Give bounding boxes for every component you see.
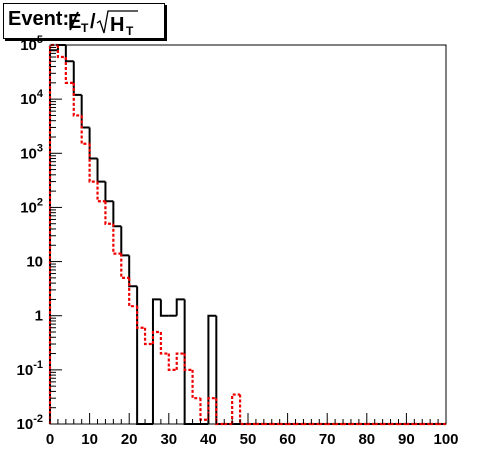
x-tick-label: 30 bbox=[160, 431, 177, 448]
title-sqrt-sign bbox=[96, 10, 138, 34]
histogram-bin bbox=[88, 143, 98, 183]
x-tick-label: 100 bbox=[433, 431, 458, 448]
histogram-bin bbox=[88, 127, 98, 160]
y-tick-label: 1 bbox=[35, 308, 43, 325]
chart-title: Event: bbox=[8, 8, 70, 30]
axis-layer: 0 10 20 30 40 50 60 70 80 90 100 10-2 10-1 1 10 102 103 1… bbox=[17, 34, 459, 448]
chart-title-math: E T / H T bbox=[68, 10, 138, 38]
histogram-bin bbox=[183, 353, 193, 371]
x-tick-label: 60 bbox=[279, 431, 296, 448]
x-tick-label: 10 bbox=[81, 431, 98, 448]
x-tick-label: 80 bbox=[358, 431, 375, 448]
histogram-bin bbox=[56, 45, 66, 59]
x-tick-label: 20 bbox=[121, 431, 138, 448]
histogram-bin bbox=[151, 330, 161, 345]
histogram-bin bbox=[207, 314, 217, 424]
title-separator: / bbox=[90, 11, 96, 33]
y-tick-label: 105 bbox=[20, 34, 43, 54]
histogram-bin bbox=[207, 397, 217, 420]
histogram-bin bbox=[159, 299, 169, 317]
x-tick-label: 0 bbox=[46, 431, 54, 448]
histogram-bin bbox=[175, 352, 185, 370]
histogram-bin bbox=[64, 45, 74, 63]
y-tick-label: 102 bbox=[20, 196, 43, 216]
histogram-bin bbox=[72, 82, 82, 117]
histogram-bin bbox=[96, 181, 106, 203]
x-tick-label: 70 bbox=[319, 431, 336, 448]
chart-title-box: Event: E T / H T bbox=[3, 3, 165, 39]
x-tick-label: 40 bbox=[200, 431, 217, 448]
title-ht-symbol: H bbox=[110, 14, 124, 36]
y-tick-label: 10-2 bbox=[17, 413, 43, 433]
histogram-bin bbox=[143, 327, 153, 346]
histogram-bin bbox=[64, 57, 74, 84]
title-met-subscript: T bbox=[81, 21, 89, 35]
histogram-bin bbox=[159, 332, 169, 355]
histogram-bin bbox=[104, 201, 114, 225]
y-tick-label: 10-1 bbox=[17, 359, 43, 379]
title-met-slash bbox=[69, 11, 79, 31]
y-tick-label: 10 bbox=[26, 254, 43, 271]
x-tick-label: 50 bbox=[240, 431, 257, 448]
x-tick-label: 90 bbox=[398, 431, 415, 448]
histogram-bin bbox=[151, 298, 161, 424]
histogram-bin bbox=[167, 353, 177, 371]
histogram-bin bbox=[175, 298, 185, 316]
histogram-bin bbox=[128, 255, 138, 288]
histogram-bin bbox=[112, 223, 122, 255]
title-ht-subscript: T bbox=[126, 24, 134, 38]
histogram-bin bbox=[48, 43, 58, 424]
y-tick-label: 104 bbox=[20, 88, 44, 108]
histogram-bin bbox=[136, 306, 146, 329]
y-tick-label: 103 bbox=[20, 142, 43, 162]
plot-frame bbox=[49, 44, 447, 425]
